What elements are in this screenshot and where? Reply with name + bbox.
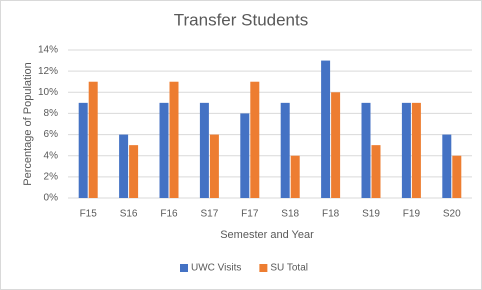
bar — [331, 92, 341, 198]
bar — [169, 81, 179, 198]
legend-swatch — [259, 264, 268, 272]
bar — [250, 81, 260, 198]
bar — [209, 134, 219, 198]
bar — [321, 60, 331, 199]
chart-title: Transfer Students — [174, 10, 309, 29]
bar — [129, 145, 139, 198]
bar — [401, 102, 411, 198]
x-tick-label: F17 — [241, 209, 259, 220]
bar — [280, 102, 290, 198]
x-axis-label: Semester and Year — [220, 229, 314, 241]
x-tick-label: F16 — [160, 209, 178, 220]
bar — [119, 134, 129, 198]
legend-label: SU Total — [270, 263, 308, 274]
y-tick-label: 12% — [38, 66, 58, 77]
y-tick-label: 0% — [44, 193, 59, 204]
y-tick-label: 6% — [44, 129, 59, 140]
y-tick-label: 10% — [38, 87, 58, 98]
bar — [78, 102, 88, 198]
legend-label: UWC Visits — [191, 263, 241, 274]
y-tick-label: 2% — [44, 171, 59, 182]
x-tick-label: F18 — [322, 209, 340, 220]
bar — [290, 155, 300, 198]
x-tick-label: S18 — [281, 209, 299, 220]
bar — [240, 113, 250, 198]
bar — [88, 81, 98, 198]
bar — [199, 102, 209, 198]
bar — [452, 155, 462, 198]
bar — [371, 145, 381, 198]
bar — [361, 102, 371, 198]
y-axis-label: Percentage of Population — [22, 62, 34, 186]
x-tick-label: F19 — [403, 209, 421, 220]
x-tick-label: F15 — [80, 209, 98, 220]
bar — [411, 102, 421, 198]
bar — [159, 102, 169, 198]
x-tick-label: S19 — [362, 209, 380, 220]
y-tick-label: 8% — [44, 108, 59, 119]
legend-swatch — [180, 264, 188, 272]
x-tick-label: S17 — [201, 209, 219, 220]
bar — [442, 134, 452, 198]
x-tick-label: S20 — [443, 209, 461, 220]
y-tick-label: 4% — [44, 150, 59, 161]
y-tick-label: 14% — [38, 45, 58, 56]
x-tick-label: S16 — [120, 209, 138, 220]
